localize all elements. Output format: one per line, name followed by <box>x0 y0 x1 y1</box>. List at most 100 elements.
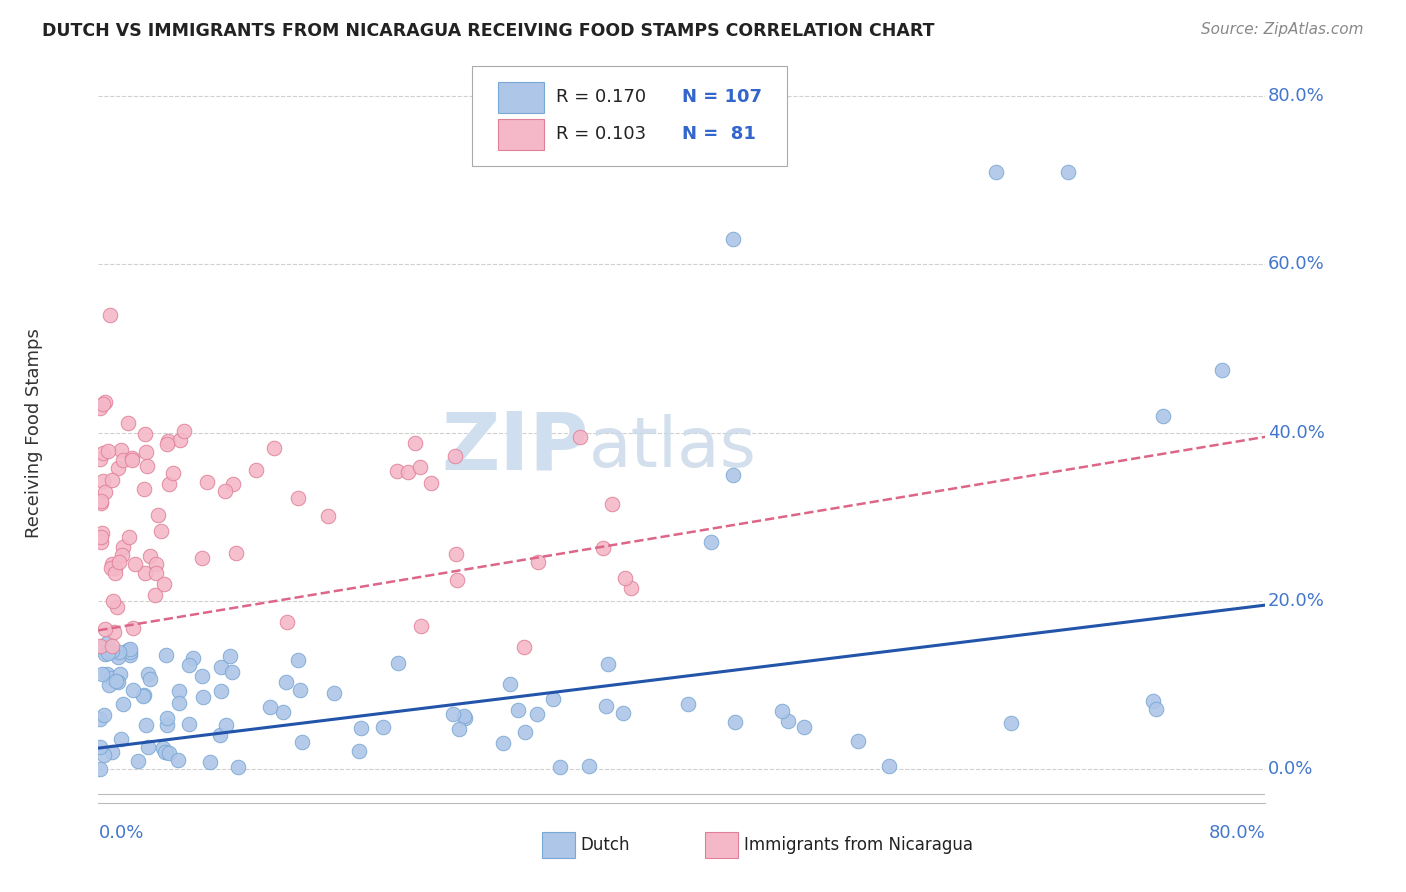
Point <box>541 692 564 706</box>
Point <box>110 443 132 458</box>
Point <box>107 650 129 665</box>
Point <box>614 571 637 585</box>
Point <box>97 444 120 458</box>
Point <box>155 745 177 759</box>
Point <box>770 704 793 718</box>
Point <box>620 581 643 595</box>
Point <box>548 760 571 774</box>
Point <box>222 477 245 491</box>
Point <box>287 653 309 667</box>
Point <box>447 722 470 736</box>
Point <box>173 424 195 438</box>
Point <box>169 684 191 698</box>
Text: Receiving Food Stamps: Receiving Food Stamps <box>25 327 44 538</box>
Point <box>101 557 124 571</box>
Point <box>107 461 129 475</box>
Point <box>89 639 111 653</box>
Point <box>411 619 433 633</box>
Bar <box>541 832 575 858</box>
Point <box>93 708 115 723</box>
Point <box>101 473 124 487</box>
Point <box>136 740 159 755</box>
Text: 60.0%: 60.0% <box>1268 255 1324 273</box>
Point <box>89 712 111 726</box>
Point <box>191 550 214 565</box>
Point <box>214 483 236 498</box>
Point <box>100 745 122 759</box>
Point <box>145 566 167 580</box>
Text: N =  81: N = 81 <box>682 125 756 144</box>
Point <box>135 718 157 732</box>
Point <box>94 622 117 636</box>
Point <box>287 491 309 505</box>
Text: Source: ZipAtlas.com: Source: ZipAtlas.com <box>1201 22 1364 37</box>
Point <box>89 740 111 755</box>
Point <box>441 706 464 721</box>
Point <box>152 741 174 756</box>
Point <box>91 397 114 411</box>
Point <box>104 561 127 575</box>
Point <box>132 482 155 496</box>
Point <box>91 474 114 488</box>
Point <box>89 762 111 776</box>
Bar <box>498 82 544 112</box>
Point <box>1142 694 1164 708</box>
Text: 0.0%: 0.0% <box>98 824 143 842</box>
Text: N = 107: N = 107 <box>682 88 762 106</box>
Point <box>387 656 409 670</box>
Point <box>453 709 475 723</box>
Point <box>259 700 281 714</box>
Point <box>139 549 162 563</box>
Point <box>499 677 522 691</box>
FancyBboxPatch shape <box>472 66 787 166</box>
Point <box>276 615 298 629</box>
Point <box>90 494 112 508</box>
Point <box>602 498 624 512</box>
Point <box>98 678 121 692</box>
Point <box>612 706 634 720</box>
Point <box>134 566 156 581</box>
Text: 20.0%: 20.0% <box>1268 592 1324 610</box>
Point <box>111 452 134 467</box>
Point <box>446 573 468 587</box>
Point <box>111 540 134 554</box>
Point <box>104 566 127 580</box>
Point <box>143 587 166 601</box>
Text: 80.0%: 80.0% <box>1268 87 1324 105</box>
Point <box>120 648 142 662</box>
Point <box>209 728 232 742</box>
Point <box>97 646 120 660</box>
Text: 80.0%: 80.0% <box>1209 824 1265 842</box>
Point <box>209 683 232 698</box>
Point <box>98 308 121 322</box>
Point <box>721 467 744 482</box>
Point <box>89 451 111 466</box>
Point <box>90 496 112 510</box>
Point <box>149 524 172 538</box>
Point <box>94 394 117 409</box>
Point <box>221 665 243 679</box>
Point <box>721 232 744 246</box>
Point <box>157 476 180 491</box>
Point <box>101 640 124 654</box>
Point <box>408 460 430 475</box>
Point <box>110 667 132 681</box>
Point <box>676 697 699 711</box>
Point <box>1211 362 1233 376</box>
Point <box>156 711 179 725</box>
Point <box>316 509 339 524</box>
Point <box>91 446 114 460</box>
Point <box>169 433 191 447</box>
Point <box>700 535 723 549</box>
Point <box>1000 716 1022 731</box>
Point <box>89 401 111 415</box>
Point <box>103 624 125 639</box>
Point <box>108 555 131 569</box>
Point <box>526 707 548 722</box>
Point <box>89 535 111 549</box>
Text: R = 0.103: R = 0.103 <box>555 125 645 144</box>
Point <box>90 640 112 655</box>
Point <box>179 657 201 672</box>
Point <box>156 434 179 448</box>
Point <box>132 689 155 703</box>
